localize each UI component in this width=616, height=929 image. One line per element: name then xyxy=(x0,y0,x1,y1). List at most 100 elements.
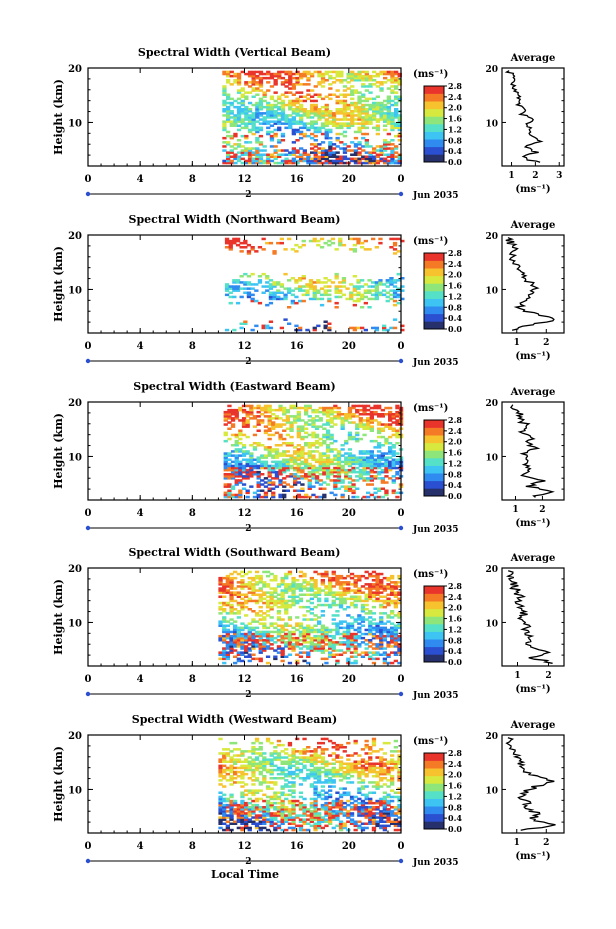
heatmap-cell xyxy=(284,601,289,605)
heatmap-cell xyxy=(366,456,371,459)
heatmap-cell xyxy=(307,470,312,474)
heatmap-cell xyxy=(375,624,380,627)
heatmap-cell xyxy=(324,597,329,601)
heatmap-cell xyxy=(269,76,275,80)
heatmap-cell xyxy=(269,85,275,88)
heatmap-cell xyxy=(317,636,322,640)
heatmap-cell xyxy=(384,493,389,497)
heatmap-cell xyxy=(350,149,355,152)
heatmap-cell xyxy=(320,583,325,586)
heatmap-cell xyxy=(238,442,243,445)
heatmap-cell xyxy=(222,99,227,103)
heatmap-cell xyxy=(383,159,388,163)
heatmap-cell xyxy=(324,632,329,636)
heatmap-cell xyxy=(265,289,270,292)
heatmap-cell xyxy=(391,444,396,447)
heatmap-cell xyxy=(350,153,355,156)
heatmap-cell xyxy=(257,301,263,305)
heatmap-cell xyxy=(257,275,263,278)
heatmap-cell xyxy=(291,87,296,90)
heatmap-cell xyxy=(394,112,399,115)
heatmap-cell xyxy=(280,579,285,582)
heatmap-cell xyxy=(384,439,389,443)
heatmap-cell xyxy=(300,456,305,459)
heatmap-cell xyxy=(254,599,260,603)
heatmap-cell xyxy=(377,458,382,461)
heatmap-cell xyxy=(296,489,301,492)
heatmap-cell xyxy=(258,746,263,749)
heatmap-cell xyxy=(256,444,261,447)
heatmap-cell xyxy=(244,72,249,76)
heatmap-cell xyxy=(269,110,275,113)
heatmap-cell xyxy=(369,456,374,459)
heatmap-cell xyxy=(366,427,371,430)
heatmap-cell xyxy=(295,661,300,665)
heatmap-cell xyxy=(258,149,264,152)
heatmap-cell xyxy=(327,322,332,325)
heatmap-cell xyxy=(258,581,263,584)
colorbar-swatch xyxy=(424,586,444,594)
heatmap-cell xyxy=(363,301,368,305)
heatmap-cell xyxy=(314,458,320,461)
heatmap-cell xyxy=(379,636,384,640)
heatmap-cell xyxy=(241,408,247,412)
heatmap-cell xyxy=(227,477,232,480)
heatmap-cell xyxy=(245,495,250,499)
heatmap-cell xyxy=(335,126,340,130)
heatmap-cell xyxy=(350,112,355,115)
heatmap-cell xyxy=(364,70,369,74)
heatmap-cell xyxy=(291,777,296,780)
heatmap-cell xyxy=(218,806,223,809)
heatmap-cell xyxy=(304,475,309,478)
heatmap-cell xyxy=(394,124,399,127)
heatmap-cell xyxy=(324,587,329,590)
heatmap-cell xyxy=(284,79,289,82)
heatmap-cell xyxy=(262,645,267,648)
heatmap-cell xyxy=(397,576,402,580)
heatmap-cell xyxy=(390,626,395,630)
colorbar-tick-label: 0.0 xyxy=(448,324,462,334)
heatmap-cell xyxy=(263,404,269,408)
heatmap-cell xyxy=(247,801,252,805)
heatmap-cell xyxy=(225,591,230,594)
heatmap-cell xyxy=(306,155,311,158)
heatmap-cell xyxy=(233,628,238,632)
heatmap-cell xyxy=(260,456,265,459)
heatmap-cell xyxy=(313,583,318,586)
heatmap-cell xyxy=(333,439,338,443)
heatmap-cell xyxy=(233,770,238,774)
heatmap-cell xyxy=(298,756,304,759)
heatmap-cell xyxy=(349,297,354,301)
heatmap-cell xyxy=(274,473,280,476)
heatmap-cell xyxy=(382,639,387,642)
heatmap-cell xyxy=(267,466,272,470)
heatmap-cell xyxy=(306,814,311,817)
colorbar-swatch xyxy=(424,108,444,117)
heatmap-cell xyxy=(298,599,304,603)
heatmap-cell xyxy=(375,118,380,121)
heatmap-cell xyxy=(361,149,366,152)
heatmap-cell xyxy=(238,473,243,476)
heatmap-cell xyxy=(368,159,373,163)
heatmap-cell xyxy=(360,246,365,249)
heatmap-cell xyxy=(233,661,238,665)
heatmap-cell xyxy=(247,149,253,152)
heatmap-cell xyxy=(271,470,276,474)
heatmap-cell xyxy=(254,789,260,792)
heatmap-cell xyxy=(313,614,318,617)
heatmap-cell xyxy=(229,808,234,811)
heatmap-cell xyxy=(256,456,261,459)
heatmap-cell xyxy=(386,593,391,596)
heatmap-cell xyxy=(282,442,287,445)
heatmap-cell xyxy=(397,645,402,648)
heatmap-cell xyxy=(342,636,347,640)
heatmap-cell xyxy=(357,76,362,80)
heatmap-cell xyxy=(335,108,340,111)
heatmap-cell xyxy=(247,118,253,121)
heatmap-cell xyxy=(390,76,395,80)
heatmap-cell xyxy=(251,750,256,753)
heatmap-cell xyxy=(227,485,232,488)
heatmap-cell xyxy=(294,250,299,253)
heatmap-cell xyxy=(222,618,227,621)
y-axis-label: Height (km) xyxy=(52,413,65,489)
